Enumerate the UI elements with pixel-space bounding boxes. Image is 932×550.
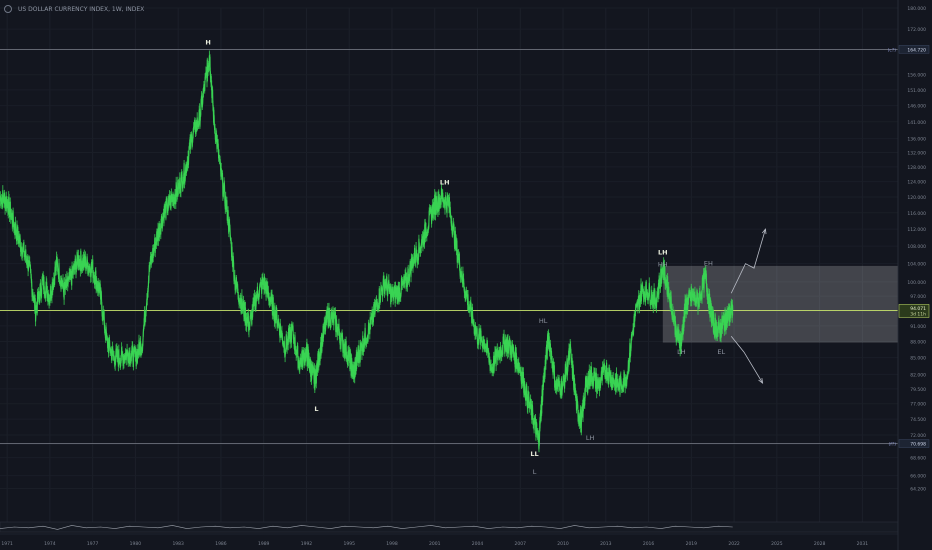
price-tick-label: 116.000: [907, 211, 926, 217]
oscillator-pane: [0, 521, 899, 533]
time-tick-label: 1986: [215, 541, 227, 547]
price-tick-label: 132.000: [907, 151, 926, 157]
level-price-label: 164.720: [907, 47, 926, 53]
price-bars: [0, 50, 734, 453]
price-tick-label: 100.000: [907, 280, 926, 286]
projection-arrow-up: [730, 229, 766, 294]
annotation-label: HH: [658, 260, 668, 268]
price-tick-label: 128.000: [907, 165, 926, 171]
grid-lines: [0, 7, 898, 532]
price-tick-label: 156.000: [907, 73, 926, 79]
price-tick-label: 151.000: [907, 88, 926, 94]
current-price-badge: [898, 304, 930, 318]
level-price-label: 70.698: [910, 442, 926, 448]
current-price-countdown: 3d 11h: [910, 311, 926, 317]
time-tick-label: 1983: [172, 541, 184, 547]
time-tick-label: 1998: [386, 541, 398, 547]
price-tick-label: 74.500: [910, 417, 926, 423]
time-tick-label: 1995: [343, 541, 355, 547]
annotation-label: LH: [677, 348, 686, 356]
annotation-label: EH: [704, 259, 713, 267]
instrument-label: US DOLLAR CURRENCY INDEX, 1W, INDEX: [18, 5, 145, 13]
time-tick-label: 2016: [643, 541, 655, 547]
arrow-head: [761, 228, 767, 235]
arrow-head: [758, 378, 764, 384]
price-tick-label: 68.600: [910, 456, 926, 462]
price-axis-background: [898, 0, 932, 550]
projection-arrow-down: [730, 335, 763, 384]
current-price-value: 94.071: [910, 306, 926, 312]
price-series: [0, 50, 734, 453]
price-tick-label: 141.000: [907, 120, 926, 126]
price-tick-label: 66.000: [910, 474, 926, 480]
price-tick-label: 180.000: [907, 6, 926, 12]
annotation-label: LL: [530, 450, 538, 458]
level-tag: (f?): [889, 442, 897, 448]
annotation-label: LH: [440, 179, 450, 187]
price-tick-label: 108.000: [907, 244, 926, 250]
annotation-label: HL: [539, 317, 548, 325]
time-tick-label: 1992: [301, 541, 313, 547]
price-tick-label: 172.000: [907, 27, 926, 33]
annotation-label: L: [533, 468, 537, 476]
price-tick-label: 77.000: [910, 402, 926, 408]
time-tick-label: 1980: [130, 541, 142, 547]
time-tick-label: 1989: [258, 541, 270, 547]
time-tick-label: 2007: [515, 541, 527, 547]
price-tick-label: 124.000: [907, 180, 926, 186]
instrument-title[interactable]: US DOLLAR CURRENCY INDEX, 1W, INDEX: [4, 5, 144, 13]
time-tick-label: 2001: [429, 541, 441, 547]
price-axis[interactable]: 64.20066.00068.60070.60072.00074.50077.0…: [897, 0, 932, 550]
horizontal-levels: (c?) (f?): [0, 47, 898, 448]
time-tick-label: 2004: [472, 541, 484, 547]
symbol-icon: [4, 5, 12, 13]
time-tick-label: 2031: [857, 541, 869, 547]
annotation-label: H: [205, 38, 210, 46]
price-tick-label: 120.000: [907, 195, 926, 201]
level-price-badge: [898, 45, 930, 54]
time-axis[interactable]: 1971 1974 1977 1980 1983 1986 1989 1992 1995 1998…: [0, 533, 898, 547]
price-tick-label: 91.000: [910, 324, 926, 330]
price-tick-label: 79.500: [910, 387, 926, 393]
price-tick-label: 64.200: [910, 486, 926, 492]
price-tick-label: 72.000: [910, 433, 926, 439]
price-tick-label: 97.000: [910, 294, 926, 300]
time-tick-label: 1971: [1, 541, 13, 547]
time-tick-label: 2025: [771, 541, 783, 547]
price-tick-label: 85.000: [910, 356, 926, 362]
time-tick-label: 2010: [557, 541, 569, 547]
annotation-label: EL: [717, 348, 725, 356]
time-tick-label: 1977: [87, 541, 99, 547]
time-tick-label: 2028: [814, 541, 826, 547]
time-tick-label: 2013: [600, 541, 612, 547]
time-tick-label: 2022: [728, 541, 740, 547]
annotation-label: L: [314, 405, 318, 413]
price-tick-label: 136.000: [907, 137, 926, 143]
price-tick-label: 88.000: [910, 340, 926, 346]
price-tick-label: 112.000: [907, 227, 926, 233]
annotation-label: LH: [658, 248, 668, 256]
annotation-label: LH: [586, 434, 595, 442]
time-tick-label: 2019: [686, 541, 698, 547]
oscillator-line: [0, 525, 733, 530]
time-tick-label: 1974: [44, 541, 56, 547]
level-price-badge: [898, 439, 930, 448]
level-tag: (c?): [888, 47, 897, 53]
price-tick-label: 146.000: [907, 104, 926, 110]
oscillator-background: [0, 521, 899, 533]
price-tick-label: 104.000: [907, 262, 926, 268]
projection-arrows: [730, 228, 767, 384]
price-tick-label: 82.000: [910, 372, 926, 378]
